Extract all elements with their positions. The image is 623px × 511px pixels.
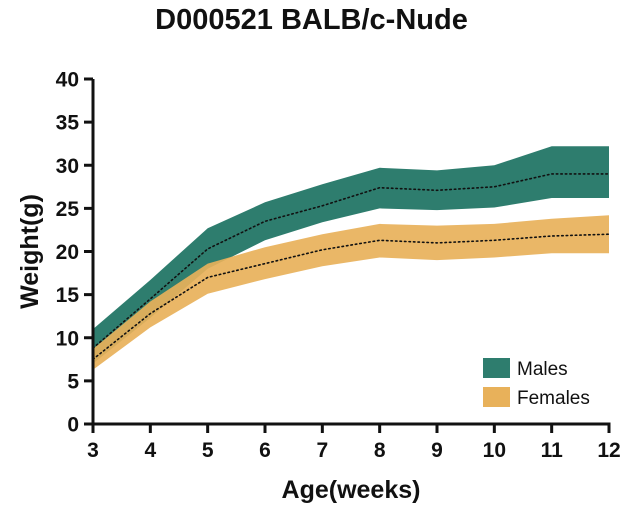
x-tick-label: 8 xyxy=(374,439,386,462)
females-band xyxy=(93,215,609,370)
y-tick-label: 35 xyxy=(56,112,80,135)
males-mean-line xyxy=(92,173,610,349)
x-tick-label: 3 xyxy=(87,439,99,462)
x-tick-label: 12 xyxy=(597,439,620,462)
legend: Males Females xyxy=(483,358,590,409)
y-tick-label: 40 xyxy=(56,69,79,92)
x-tick-label: 7 xyxy=(316,439,328,462)
x-tick-label: 6 xyxy=(259,439,271,462)
x-tick-label: 10 xyxy=(483,439,506,462)
axes: 0 5 10 15 20 25 30 35 40 3 4 5 6 7 8 9 10 11 12 xyxy=(56,69,621,463)
males-legend-label: Males xyxy=(517,359,568,380)
x-axis-title: Age(weeks) xyxy=(282,476,421,504)
y-tick-label: 20 xyxy=(56,241,79,264)
males-band xyxy=(93,146,609,364)
females-legend-swatch xyxy=(483,387,510,407)
x-tick-label: 5 xyxy=(202,439,214,462)
mean-lines xyxy=(92,173,610,361)
females-mean-line xyxy=(92,233,610,361)
x-tick-label: 9 xyxy=(431,439,443,462)
chart-title: D000521 BALB/c-Nude xyxy=(155,4,468,36)
x-tick-label: 4 xyxy=(144,439,156,462)
females-legend-label: Females xyxy=(517,388,590,409)
y-tick-label: 25 xyxy=(56,198,80,221)
y-tick-label: 15 xyxy=(56,284,80,307)
x-tick-label: 11 xyxy=(541,439,564,462)
y-tick-label: 5 xyxy=(67,370,79,393)
y-tick-label: 30 xyxy=(56,155,79,178)
y-axis-title: Weight(g) xyxy=(16,194,44,309)
y-tick-label: 0 xyxy=(67,414,79,437)
males-legend-swatch xyxy=(483,358,510,378)
confidence-bands xyxy=(93,146,609,370)
y-tick-label: 10 xyxy=(56,327,79,350)
